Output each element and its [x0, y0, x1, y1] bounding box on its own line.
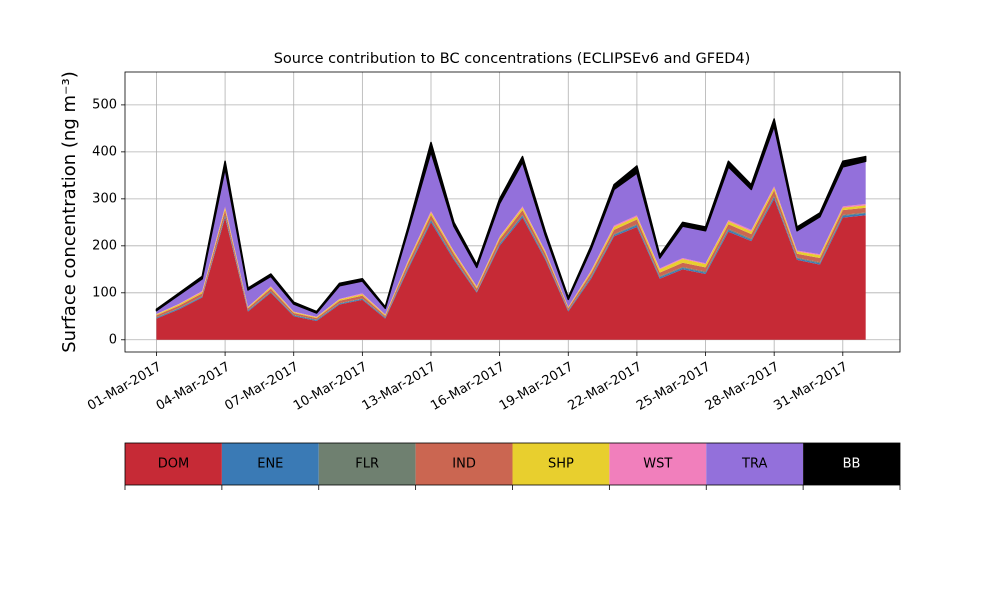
legend-label: WST: [643, 457, 672, 472]
legend-swatch: [706, 443, 804, 485]
area: [156, 126, 866, 317]
y-tick-label: 500: [92, 97, 117, 112]
x-tick-label: 28-Mar-2017: [703, 360, 782, 414]
legend-label: SHP: [548, 457, 574, 472]
legend-swatch: [609, 443, 707, 485]
x-tick-label: 01-Mar-2017: [85, 360, 164, 414]
legend-label: IND: [452, 457, 476, 472]
axes-frame: [124, 71, 901, 353]
x-tick-label: 25-Mar-2017: [634, 360, 713, 414]
chart-title: Source contribution to BC concentrations…: [274, 51, 751, 67]
y-tick-label: 400: [92, 144, 117, 159]
legend-swatch: [512, 443, 610, 485]
y-tick-label: 300: [92, 191, 117, 206]
legend-swatch: [125, 443, 222, 485]
legend-label: ENE: [257, 457, 283, 472]
area: [156, 198, 866, 340]
legend-label: FLR: [355, 457, 379, 472]
x-tick-label: 04-Mar-2017: [154, 360, 233, 414]
x-tick-label: 10-Mar-2017: [291, 360, 370, 414]
legend-label: BB: [843, 457, 861, 472]
legend-swatch: [415, 443, 513, 485]
x-tick-label: 22-Mar-2017: [566, 360, 645, 414]
x-tick-label: 19-Mar-2017: [497, 360, 576, 414]
legend-label: DOM: [158, 457, 189, 472]
y-tick-label: 200: [92, 238, 117, 253]
y-tick-label: 0: [109, 332, 117, 347]
legend-swatch: [803, 443, 900, 485]
x-tick-label: 31-Mar-2017: [771, 360, 850, 414]
y-tick-label: 100: [92, 285, 117, 300]
y-axis-label: Surface concentration (ng m⁻³): [59, 71, 80, 353]
legend-swatch: [221, 443, 319, 485]
x-tick-label: 07-Mar-2017: [222, 360, 301, 414]
legend-label: TRA: [741, 457, 767, 472]
x-tick-label: 16-Mar-2017: [428, 360, 507, 414]
area: [155, 118, 867, 314]
legend-swatch: [318, 443, 416, 485]
legend-frame: [124, 442, 901, 486]
x-tick-label: 13-Mar-2017: [360, 360, 439, 414]
